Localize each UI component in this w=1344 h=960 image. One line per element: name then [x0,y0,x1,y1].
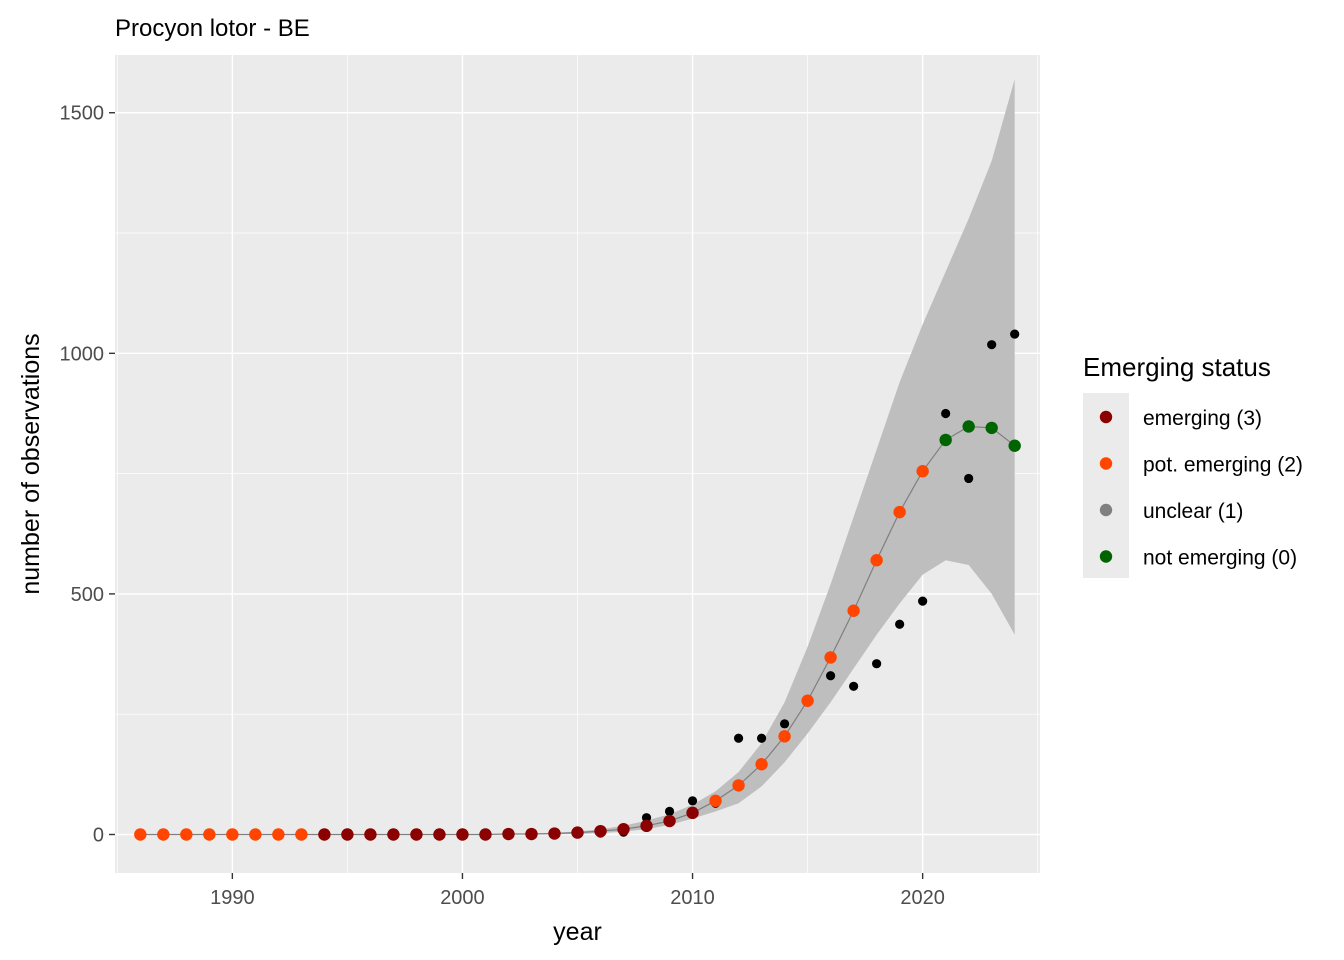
x-tick-label: 2020 [900,887,945,909]
fitted-point [548,827,561,840]
legend-key [1099,410,1113,424]
fitted-point [893,505,906,519]
fitted-point [295,828,308,841]
fitted-point [985,421,998,435]
fitted-point [1008,439,1021,452]
legend-label: emerging (3) [1143,407,1262,430]
observed-point [987,340,997,350]
chart-title: Procyon lotor - BE [115,15,310,42]
observed-point [941,408,951,419]
observed-point [687,796,698,806]
y-tick-label: 500 [71,584,104,606]
observed-point [779,719,790,729]
x-tick-label: 2010 [670,887,715,909]
fitted-point [916,465,929,478]
fitted-point [364,828,377,841]
y-tick-label: 0 [93,825,104,847]
fitted-point [755,758,768,771]
fitted-point [870,554,883,567]
fitted-point [640,819,653,833]
observed-point [918,596,928,606]
observed-point [756,733,767,743]
legend: Emerging status emerging (3) pot. emergin… [1083,352,1303,578]
fitted-point [617,823,630,836]
x-tick-label: 1990 [210,887,255,909]
y-tick-label: 1000 [60,343,105,365]
y-tick-label: 1500 [60,103,105,125]
grid-major [115,55,1040,873]
fitted-point [226,828,239,841]
observed-point [895,619,905,629]
x-axis-title: year [553,918,602,946]
fitted-point [502,827,515,841]
fitted-point [341,828,354,841]
fitted-point [824,651,837,664]
fitted-point [479,828,492,841]
x-axis: 1990 2000 2010 2020 [210,873,945,909]
fitted-point [571,826,584,839]
legend-title: Emerging status [1083,352,1271,382]
fitted-point [318,828,331,841]
observed-point [733,733,744,743]
fitted-point [525,827,538,841]
observed-point [1010,329,1020,339]
x-tick-label: 2000 [440,887,485,909]
fitted-point [410,828,423,841]
legend-items: emerging (3) pot. emerging (2) unclear (1)… [1099,407,1303,570]
fitted-point [686,806,699,820]
fitted-point [203,828,216,841]
fitted-point [663,814,676,828]
fitted-point [180,828,193,841]
observed-point [849,681,859,691]
fitted-point [433,828,446,841]
fitted-point [962,420,975,433]
legend-label: pot. emerging (2) [1143,454,1303,477]
y-axis-title: number of observations [17,333,45,594]
fitted-point [709,794,722,808]
fitted-point [801,694,814,707]
fitted-point [249,828,262,841]
fitted-point [847,604,860,617]
legend-label: unclear (1) [1143,500,1243,523]
observed-point [664,806,675,817]
fitted-point [939,433,952,447]
observed-point [964,473,974,484]
observed-point [872,659,882,669]
legend-key-background [1083,393,1129,578]
legend-key [1099,550,1113,563]
fitted-point [778,730,791,743]
legend-key [1099,503,1113,517]
fitted-point [272,828,285,841]
fitted-point [594,824,607,838]
fitted-point [134,828,147,841]
fitted-point [456,828,469,841]
fitted-points [134,420,1021,841]
fitted-point [387,828,400,841]
y-axis: 0 500 1000 1500 [60,103,115,847]
observed-point [826,671,836,681]
legend-key [1099,457,1113,470]
observed-point [641,813,652,823]
fitted-point [157,828,170,841]
fitted-point [732,779,745,792]
legend-label: not emerging (0) [1143,547,1297,570]
